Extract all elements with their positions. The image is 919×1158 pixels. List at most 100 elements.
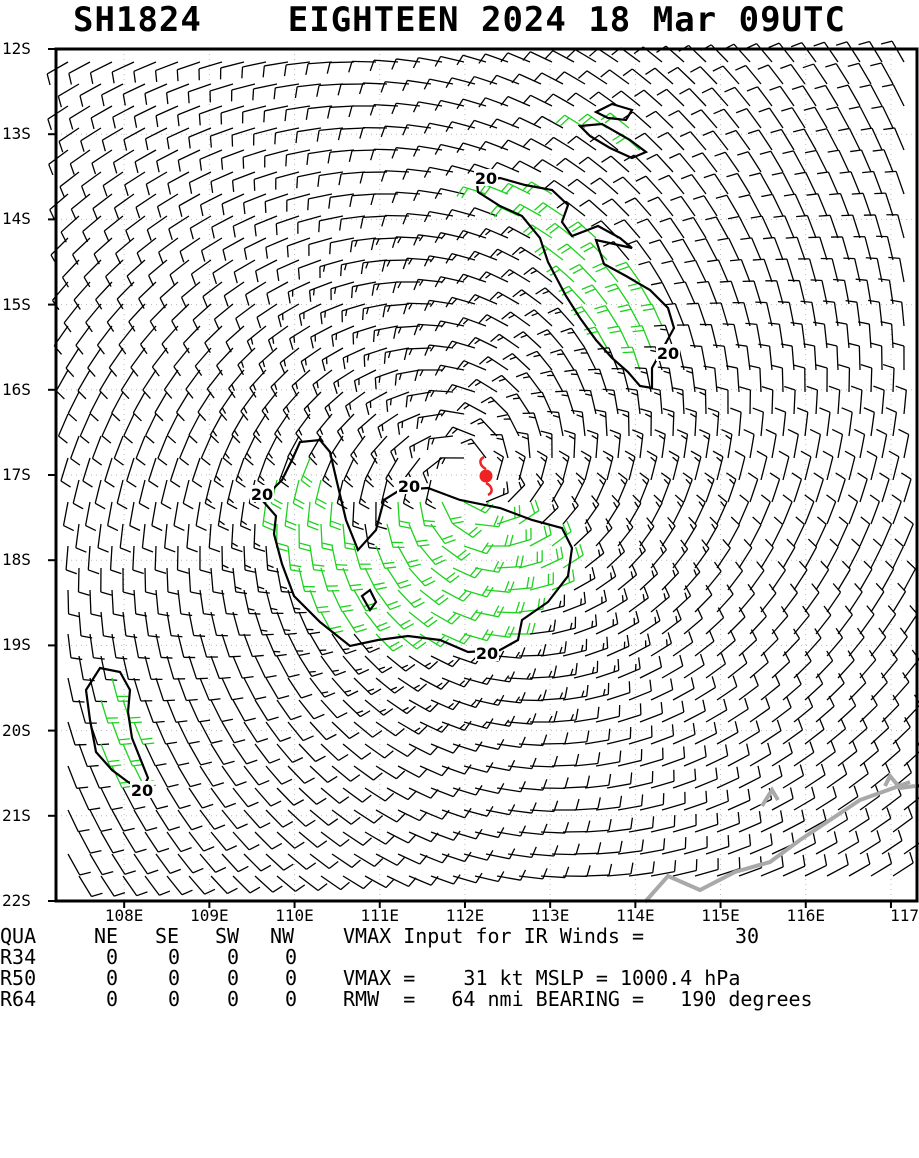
wind-barb: [814, 473, 824, 502]
wind-barb: [765, 281, 783, 304]
wind-barb: [758, 65, 783, 84]
wind-barb: [618, 473, 627, 502]
wind-barb: [898, 429, 908, 458]
wind-barb: [585, 543, 604, 568]
wind-barb: [139, 480, 149, 509]
wind-barb: [697, 282, 717, 304]
wind-barb: [612, 91, 640, 106]
wind-barb: [299, 612, 320, 634]
wind-barb: [775, 259, 794, 282]
wind-barb: [761, 539, 773, 568]
wind-barb: [156, 62, 178, 82]
wind-barb: [755, 302, 772, 326]
wind-barb: [791, 323, 805, 348]
wind-barb: [161, 480, 171, 509]
wind-barb: [266, 810, 293, 827]
wind-barb: [116, 238, 134, 264]
wind-barb: [706, 608, 724, 634]
wind-barb: [695, 676, 715, 700]
wind-barb: [464, 718, 493, 728]
wind-barb: [255, 216, 277, 236]
wind-barb: [321, 612, 343, 633]
wind-barb: [257, 304, 277, 328]
wind-barb: [579, 390, 596, 414]
wind-barb: [133, 392, 145, 421]
wind-barb: [309, 238, 332, 256]
wind-barb: [710, 303, 728, 326]
wind-barb: [365, 568, 387, 590]
wind-barb: [212, 216, 233, 238]
wind-barb: [170, 260, 189, 285]
wind-barb: [244, 766, 269, 785]
wind-barb: [409, 656, 438, 669]
wind-barb: [691, 451, 701, 480]
wind-barb: [214, 304, 233, 330]
wind-barb: [101, 788, 123, 810]
wind-barb: [233, 612, 251, 635]
wind-barb: [816, 365, 827, 392]
wind-barb: [739, 195, 761, 216]
wind-barb: [527, 351, 552, 370]
wind-barb: [68, 854, 91, 875]
wind-barb: [464, 675, 493, 685]
wind-barb: [786, 237, 805, 260]
wind-barb: [623, 112, 651, 128]
header-nw: NW: [270, 926, 294, 947]
wind-barb: [342, 304, 365, 322]
wind-barb: [280, 458, 289, 487]
wind-barb: [860, 830, 880, 854]
wind-barb: [145, 744, 166, 766]
lat-label: 20S: [2, 721, 50, 740]
wind-barb: [417, 414, 442, 429]
wind-barb: [536, 288, 563, 304]
wind-barb: [123, 832, 146, 852]
wind-barb: [892, 495, 901, 524]
wind-barb: [70, 106, 90, 129]
wind-barb: [893, 583, 906, 612]
wind-barb: [93, 436, 102, 465]
wind-barb: [221, 150, 244, 170]
wind-radii-table: QUA NE SE SW NW VMAX Input for IR Winds …: [0, 926, 919, 1010]
lat-label: 15S: [2, 295, 50, 314]
wind-barb: [254, 128, 277, 145]
wind-barb: [828, 150, 849, 172]
wind-barb: [730, 408, 741, 436]
wind-barb: [143, 370, 156, 399]
wind-barb: [826, 495, 835, 524]
wind-barb: [180, 238, 200, 262]
wind-barb: [123, 656, 140, 680]
wind-barb: [574, 519, 591, 546]
wind-barb: [167, 876, 192, 895]
wind-barb: [658, 367, 673, 392]
wind-barb: [508, 475, 525, 502]
wind-barb: [825, 64, 849, 84]
wind-barb: [486, 581, 514, 592]
row-ne: 0: [106, 989, 118, 1010]
wind-barb: [403, 169, 431, 180]
wind-barb: [315, 480, 326, 509]
wind-barb: [299, 656, 323, 676]
wind-barb: [287, 238, 310, 257]
wind-barb: [541, 497, 558, 524]
wind-barb: [651, 632, 671, 656]
wind-barb: [541, 547, 563, 568]
wind-barb: [218, 502, 228, 530]
wind-barb: [142, 524, 153, 552]
lon-label: 117: [859, 906, 919, 925]
wind-barb: [779, 451, 789, 480]
wind-barb: [695, 239, 717, 260]
contour-20-small-north-b: [580, 124, 646, 158]
wind-barb: [502, 312, 530, 326]
wind-barb: [125, 172, 145, 196]
wind-barb: [783, 629, 799, 656]
wind-barb: [515, 451, 525, 480]
wind-barb: [398, 546, 421, 567]
wind-barb: [236, 458, 245, 487]
wind-barb: [187, 524, 198, 552]
header-se: SE: [155, 926, 179, 947]
wind-barb: [243, 106, 266, 123]
wind-barb: [61, 458, 71, 487]
wind-barb: [746, 44, 772, 62]
wind-barb: [288, 854, 316, 869]
wind-barb: [446, 166, 475, 176]
